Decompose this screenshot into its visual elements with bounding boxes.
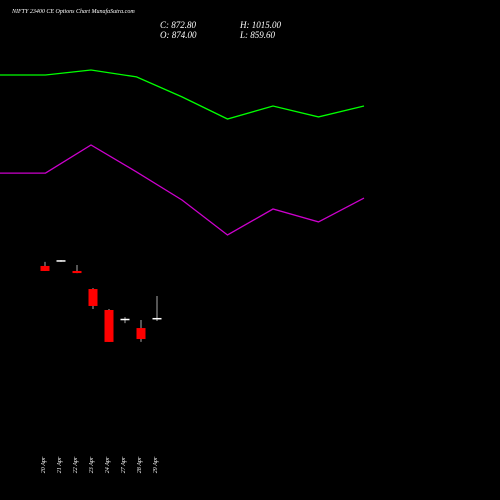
candle-body [56,260,66,262]
candle-body [104,310,114,342]
candle-body [136,328,146,340]
x-tick-label: 29 Apr [153,456,159,473]
low-text: L: 859.60 [239,30,276,40]
indicator-line [0,69,365,120]
x-tick-label: 20 Apr [41,456,47,473]
high-text: H: 1015.00 [239,20,281,30]
indicator-line [0,144,365,236]
x-tick-label: 23 Apr [89,456,95,473]
x-tick-label: 27 Apr [121,456,127,473]
close-text: C: 872.80 [160,20,197,30]
open-text: O: 874.00 [160,30,197,40]
x-tick-label: 21 Apr [57,456,63,473]
x-tick-label: 28 Apr [137,456,143,473]
x-tick-label: 24 Apr [104,456,111,473]
candle-body [152,317,162,320]
candle-body [120,318,130,321]
x-tick-label: 22 Apr [73,456,79,473]
chart-title: NIFTY 23400 CE Options Chart MunafaSutra… [11,8,135,15]
candle-body [40,265,50,271]
candle-body [88,289,98,306]
candle-body [72,270,82,274]
